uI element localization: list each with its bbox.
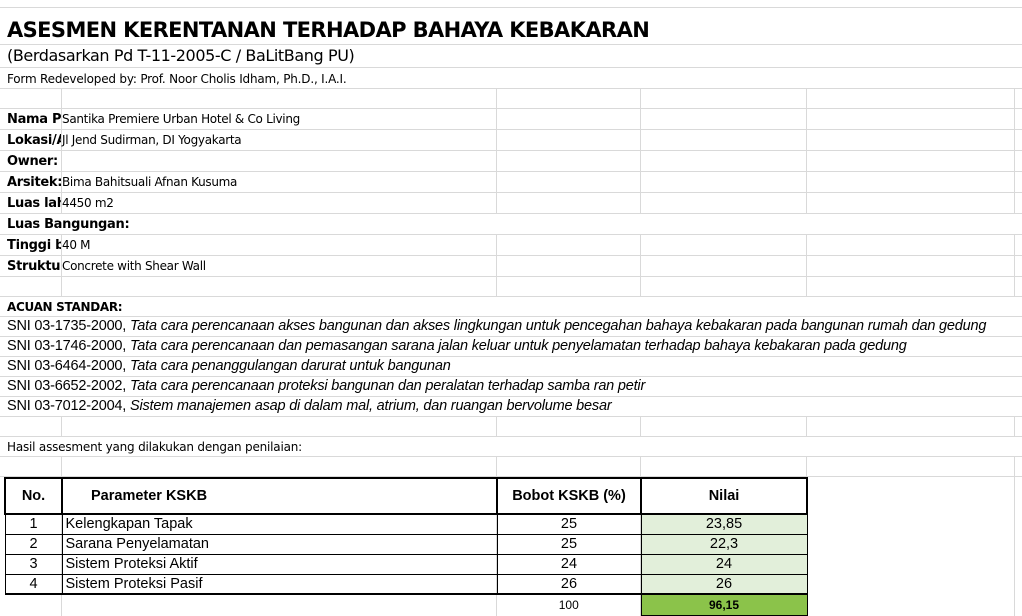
info-row[interactable]: Luas lah 4450 m2 <box>0 193 1022 214</box>
standard-item: SNI 03-6652-2002, Tata cara perencanaan … <box>7 378 645 394</box>
standard-code: SNI 03-6652-2002, <box>7 378 127 394</box>
standard-desc: Sistem manajemen asap di dalam mal, atri… <box>129 398 612 414</box>
cell-nilai[interactable]: 23,85 <box>640 514 808 535</box>
info-value: Jl Jend Sudirman, DI Yogyakarta <box>62 133 242 147</box>
info-label: Owner: <box>7 154 58 169</box>
standard-row[interactable]: SNI 03-6464-2000, Tata cara penanggulang… <box>0 357 1022 377</box>
cell-parameter[interactable]: Sistem Proteksi Aktif <box>61 554 498 575</box>
cell-nilai[interactable]: 24 <box>640 554 808 575</box>
table-row[interactable]: 1 Kelengkapan Tapak 25 23,85 <box>4 514 808 535</box>
cell-no[interactable]: 3 <box>4 554 63 575</box>
info-label: Tinggi b <box>7 238 61 253</box>
standard-row[interactable]: SNI 03-1746-2000, Tata cara perencanaan … <box>0 337 1022 357</box>
cell-nilai[interactable]: 26 <box>640 574 808 595</box>
info-label: Arsitek: <box>7 175 61 190</box>
cell-no[interactable]: 1 <box>4 514 63 535</box>
header-bobot: Bobot KSKB (%) <box>496 477 642 515</box>
standards-heading: ACUAN STANDAR: <box>7 300 123 314</box>
page-title: ASESMEN KERENTANAN TERHADAP BAHAYA KEBAK… <box>7 18 650 42</box>
standard-desc: Tata cara penanggulangan darurat untuk b… <box>129 358 451 374</box>
subtitle: (Berdasarkan Pd T-11-2005-C / BaLitBang … <box>7 46 355 65</box>
standard-item: SNI 03-6464-2000, Tata cara penanggulang… <box>7 358 451 374</box>
standard-item: SNI 03-7012-2004, Sistem manajemen asap … <box>7 398 612 414</box>
row[interactable]: ASESMEN KERENTANAN TERHADAP BAHAYA KEBAK… <box>0 8 1022 45</box>
cell-parameter[interactable]: Sistem Proteksi Pasif <box>61 574 498 595</box>
standard-desc: Tata cara perencanaan akses bangunan dan… <box>129 318 987 334</box>
row[interactable]: Hasil assesment yang dilakukan dengan pe… <box>0 437 1022 457</box>
standard-row[interactable]: SNI 03-7012-2004, Sistem manajemen asap … <box>0 397 1022 417</box>
header-no: No. <box>4 477 63 515</box>
standard-code: SNI 03-1746-2000, <box>7 338 127 354</box>
credit: Form Redeveloped by: Prof. Noor Cholis I… <box>7 72 347 86</box>
row[interactable]: Form Redeveloped by: Prof. Noor Cholis I… <box>0 68 1022 89</box>
cell-nilai[interactable]: 22,3 <box>640 534 808 555</box>
header-parameter: Parameter KSKB <box>61 477 498 515</box>
table-row[interactable]: 2 Sarana Penyelamatan 25 22,3 <box>4 534 808 555</box>
info-value: Bima Bahitsuali Afnan Kusuma <box>62 175 238 189</box>
standard-row[interactable]: SNI 03-6652-2002, Tata cara perencanaan … <box>0 377 1022 397</box>
info-row[interactable]: Nama P Santika Premiere Urban Hotel & Co … <box>0 109 1022 130</box>
standard-desc: Tata cara perencanaan dan pemasangan sar… <box>129 338 907 354</box>
row <box>0 0 1022 8</box>
info-row[interactable]: Owner: <box>0 151 1022 172</box>
total-nilai[interactable]: 96,15 <box>640 593 808 616</box>
row[interactable]: (Berdasarkan Pd T-11-2005-C / BaLitBang … <box>0 45 1022 68</box>
info-row[interactable]: Tinggi b 40 M <box>0 235 1022 256</box>
info-row[interactable]: Lokasi/A Jl Jend Sudirman, DI Yogyakarta <box>0 130 1022 151</box>
standard-desc: Tata cara perencanaan proteksi bangunan … <box>129 378 646 394</box>
info-value: Concrete with Shear Wall <box>62 259 206 273</box>
info-value: 4450 m2 <box>62 196 114 210</box>
standard-row[interactable]: SNI 03-1735-2000, Tata cara perencanaan … <box>0 317 1022 337</box>
standard-item: SNI 03-1735-2000, Tata cara perencanaan … <box>7 318 986 334</box>
info-label: Nama P <box>7 112 61 127</box>
standard-code: SNI 03-7012-2004, <box>7 398 127 414</box>
info-row[interactable]: Luas Bangungan: <box>0 214 1022 235</box>
table-row[interactable]: 4 Sistem Proteksi Pasif 26 26 <box>4 574 808 595</box>
cell-no[interactable]: 2 <box>4 534 63 555</box>
info-label: Lokasi/A <box>7 133 61 148</box>
row <box>0 89 1022 109</box>
info-label: Luas Bangungan: <box>7 217 130 232</box>
result-table: No. Parameter KSKB Bobot KSKB (%) Nilai … <box>4 477 808 616</box>
info-value: Santika Premiere Urban Hotel & Co Living <box>62 112 300 126</box>
row[interactable]: ACUAN STANDAR: <box>0 297 1022 317</box>
standard-code: SNI 03-1735-2000, <box>7 318 127 334</box>
standard-code: SNI 03-6464-2000, <box>7 358 127 374</box>
total-row[interactable]: 100 96,15 <box>5 593 808 616</box>
cell-bobot[interactable]: 25 <box>496 534 642 555</box>
cell-bobot[interactable]: 24 <box>496 554 642 575</box>
info-row[interactable]: Struktu Concrete with Shear Wall <box>0 256 1022 277</box>
cell-bobot[interactable]: 26 <box>496 574 642 595</box>
table-row[interactable]: 3 Sistem Proteksi Aktif 24 24 <box>4 554 808 575</box>
info-label: Struktu <box>7 259 61 274</box>
cell-parameter[interactable]: Sarana Penyelamatan <box>61 534 498 555</box>
info-value: 40 M <box>62 238 91 252</box>
total-bobot[interactable]: 100 <box>558 598 579 612</box>
cell-no[interactable]: 4 <box>4 574 63 595</box>
result-intro: Hasil assesment yang dilakukan dengan pe… <box>7 440 302 454</box>
info-row[interactable]: Arsitek: Bima Bahitsuali Afnan Kusuma <box>0 172 1022 193</box>
cell-bobot[interactable]: 25 <box>496 514 642 535</box>
row <box>0 417 1022 437</box>
header-nilai: Nilai <box>640 477 808 515</box>
row <box>0 457 1022 477</box>
info-label: Luas lah <box>7 196 61 211</box>
cell-parameter[interactable]: Kelengkapan Tapak <box>61 514 498 535</box>
standard-item: SNI 03-1746-2000, Tata cara perencanaan … <box>7 338 907 354</box>
row <box>0 277 1022 297</box>
